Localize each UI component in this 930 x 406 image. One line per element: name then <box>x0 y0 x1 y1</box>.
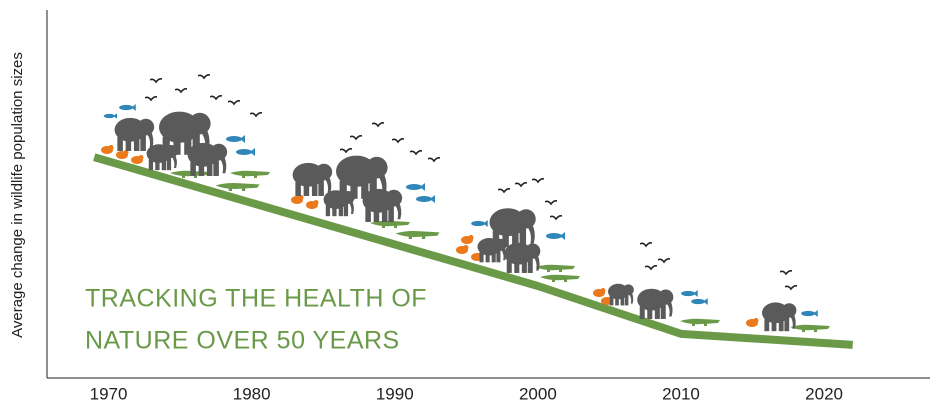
page: Average change in wildlife population si… <box>0 0 930 406</box>
x-tick-label: 2000 <box>519 384 557 403</box>
title-line: TRACKING THE HEALTH OF <box>85 285 427 313</box>
trend-line <box>94 157 852 345</box>
x-tick-label: 1980 <box>233 384 271 403</box>
x-tick-label: 1990 <box>376 384 414 403</box>
x-tick-label: 2010 <box>662 384 700 403</box>
x-tick-label: 1970 <box>90 384 128 403</box>
y-axis-label: Average change in wildlife population si… <box>9 52 26 338</box>
x-tick-label: 2020 <box>805 384 843 403</box>
chart: Average change in wildlife population si… <box>0 0 930 406</box>
title-line: NATURE OVER 50 YEARS <box>85 327 400 355</box>
